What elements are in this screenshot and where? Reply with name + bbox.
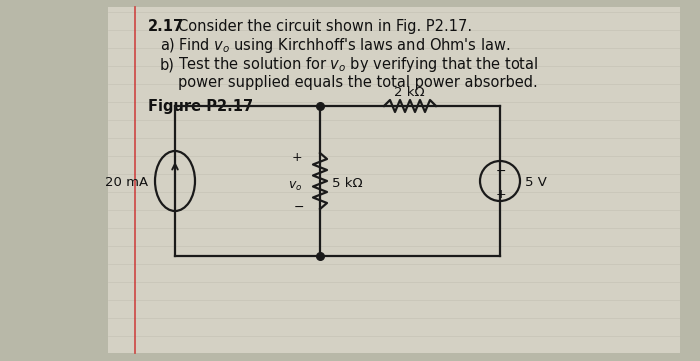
Text: Consider the circuit shown in Fig. P2.17.: Consider the circuit shown in Fig. P2.17… xyxy=(178,19,472,34)
Text: b): b) xyxy=(160,57,175,72)
Text: 5 kΩ: 5 kΩ xyxy=(332,177,363,190)
Text: 2.17: 2.17 xyxy=(148,19,184,34)
Text: 2 kΩ: 2 kΩ xyxy=(394,86,425,99)
Text: power supplied equals the total power absorbed.: power supplied equals the total power ab… xyxy=(178,75,538,90)
Text: $v_o$: $v_o$ xyxy=(288,180,302,193)
Text: −: − xyxy=(294,201,304,214)
Text: −: − xyxy=(496,165,507,178)
Text: 5 V: 5 V xyxy=(525,176,547,189)
Text: +: + xyxy=(292,151,302,164)
Text: a): a) xyxy=(160,38,174,53)
Bar xyxy=(108,7,680,353)
Text: Find $v_o$ using Kirchhoff's laws and Ohm's law.: Find $v_o$ using Kirchhoff's laws and Oh… xyxy=(178,36,510,55)
Text: Test the solution for $v_o$ by verifying that the total: Test the solution for $v_o$ by verifying… xyxy=(178,55,538,74)
Text: 20 mA: 20 mA xyxy=(105,176,148,189)
Text: Figure P2.17: Figure P2.17 xyxy=(148,99,253,114)
Text: +: + xyxy=(496,188,507,201)
